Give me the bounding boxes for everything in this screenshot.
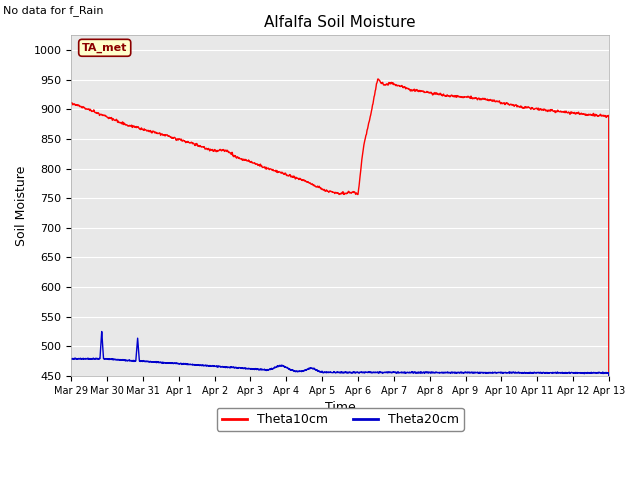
Theta10cm	[417, 88, 425, 94]
Theta10cm	[468, 96, 476, 102]
Line: Theta20cm: Theta20cm	[71, 332, 609, 480]
Theta10cm	[273, 168, 280, 173]
Theta20cm	[165, 360, 173, 366]
Theta20cm	[67, 356, 75, 362]
Theta10cm	[509, 102, 517, 108]
Y-axis label: Soil Moisture: Soil Moisture	[15, 166, 28, 246]
Theta20cm	[468, 370, 476, 375]
Theta20cm	[417, 370, 425, 376]
X-axis label: Time: Time	[324, 401, 355, 414]
Theta10cm	[67, 100, 75, 106]
Text: No data for f_Rain: No data for f_Rain	[3, 5, 104, 16]
Theta20cm	[509, 370, 517, 375]
Text: TA_met: TA_met	[82, 43, 127, 53]
Theta20cm	[273, 364, 280, 370]
Theta10cm	[390, 82, 397, 87]
Legend: Theta10cm, Theta20cm: Theta10cm, Theta20cm	[216, 408, 463, 431]
Theta20cm	[390, 369, 397, 375]
Theta10cm	[165, 133, 173, 139]
Title: Alfalfa Soil Moisture: Alfalfa Soil Moisture	[264, 15, 416, 30]
Line: Theta10cm: Theta10cm	[71, 79, 609, 480]
Theta10cm	[374, 76, 382, 82]
Theta20cm	[98, 329, 106, 335]
